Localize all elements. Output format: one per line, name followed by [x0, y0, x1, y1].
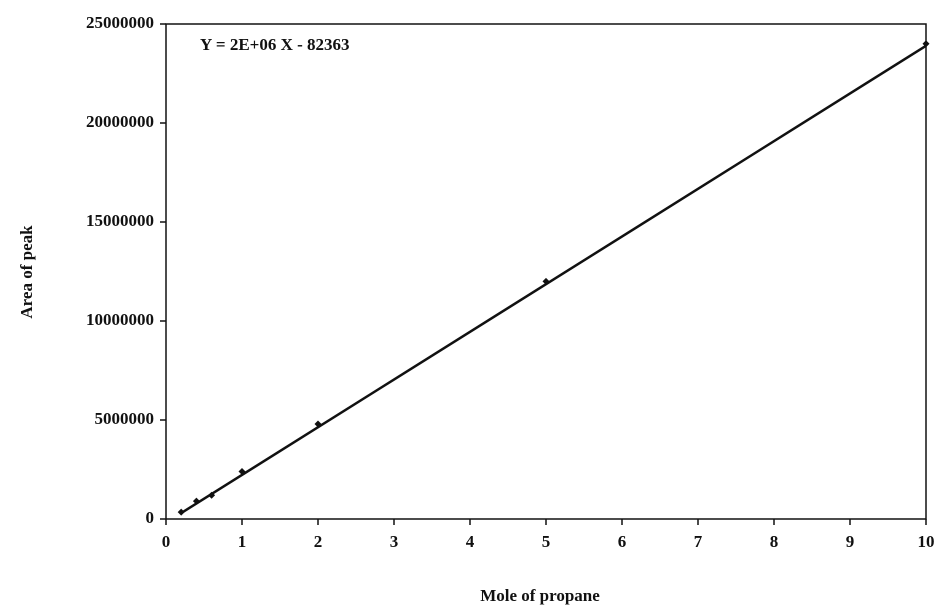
x-tick-label: 3: [390, 532, 399, 551]
y-axis-label: Area of peak: [17, 225, 36, 319]
data-point: [238, 467, 246, 475]
y-tick-label: 25000000: [86, 13, 154, 32]
x-tick-label: 9: [846, 532, 855, 551]
x-tick-label: 2: [314, 532, 323, 551]
y-tick-label: 0: [146, 508, 155, 527]
x-axis-label: Mole of propane: [480, 586, 600, 605]
x-tick-label: 0: [162, 532, 171, 551]
x-tick-label: 6: [618, 532, 627, 551]
x-tick-label: 4: [466, 532, 475, 551]
x-tick-label: 7: [694, 532, 703, 551]
x-tick-label: 1: [238, 532, 247, 551]
trendline: [180, 44, 927, 515]
data-point: [922, 40, 930, 48]
x-tick-label: 10: [918, 532, 935, 551]
y-tick-label: 20000000: [86, 112, 154, 131]
data-point: [177, 508, 185, 516]
data-point: [192, 497, 200, 505]
data-point: [542, 277, 550, 285]
y-tick-label: 15000000: [86, 211, 154, 230]
data-point: [314, 420, 322, 428]
y-tick-label: 10000000: [86, 310, 154, 329]
data-point: [208, 491, 216, 499]
y-tick-label: 5000000: [95, 409, 155, 428]
x-tick-label: 8: [770, 532, 779, 551]
equation: Y = 2E+06 X - 82363: [200, 35, 350, 54]
plot-frame: [165, 23, 927, 520]
x-tick-label: 5: [542, 532, 551, 551]
